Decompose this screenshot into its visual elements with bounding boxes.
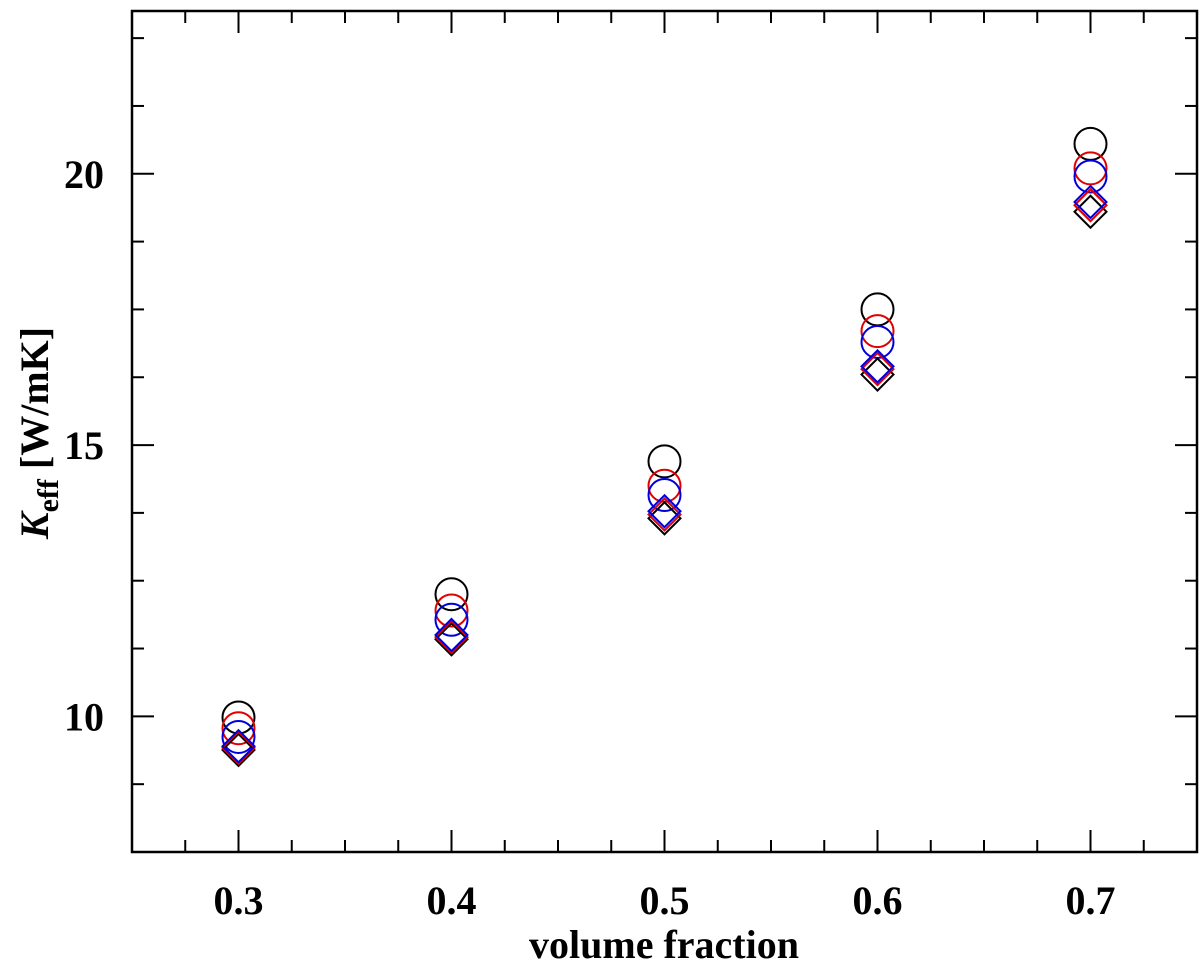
diamond-point: [434, 621, 469, 657]
circle-point: [434, 577, 469, 612]
y-axis-unit: [W/mK]: [12, 327, 57, 479]
y-axis-subscript: eff: [32, 478, 65, 512]
circle-point: [860, 314, 895, 349]
x-tick-label: 0.7: [1066, 878, 1116, 923]
diamond-point: [647, 500, 682, 536]
diamond-point: [860, 357, 895, 392]
y-axis-symbol: K: [12, 510, 57, 540]
x-tick-label: 0.5: [640, 878, 690, 923]
axis-ticks: [131, 11, 1198, 852]
diamond-point: [860, 348, 895, 384]
circle-point: [221, 711, 256, 746]
circle-point: [221, 719, 256, 754]
data-points: [221, 126, 1108, 768]
diamond-point: [434, 617, 469, 653]
circle-point: [647, 444, 682, 479]
y-tick-label: 10: [64, 694, 104, 739]
circle-point: [434, 593, 469, 628]
circle-point: [1073, 126, 1108, 161]
diamond-point: [221, 728, 256, 764]
y-tick-labels: 10 15 20: [64, 152, 104, 740]
circle-point: [647, 477, 682, 512]
diamond-point: [221, 730, 256, 766]
x-tick-label: 0.6: [853, 878, 903, 923]
circle-point: [1073, 159, 1108, 194]
circle-point: [434, 602, 469, 637]
x-tick-label: 0.3: [214, 878, 264, 923]
circle-point: [647, 468, 682, 503]
diamond-point: [860, 351, 895, 387]
x-tick-label: 0.4: [427, 878, 477, 923]
y-tick-label: 20: [64, 152, 104, 197]
diamond-point: [647, 493, 682, 529]
x-tick-labels: 0.3 0.4 0.5 0.6 0.7: [214, 878, 1116, 923]
plot-frame: [130, 9, 1199, 854]
diamond-point: [647, 497, 682, 532]
y-tick-label: 15: [64, 423, 104, 468]
diamond-point: [1073, 184, 1108, 220]
circle-point: [1073, 151, 1108, 186]
x-axis-title: volume fraction: [529, 922, 799, 966]
diamond-point: [221, 732, 256, 768]
y-axis-title: Keff [W/mK]: [12, 327, 65, 540]
diamond-point: [434, 619, 469, 655]
diamond-point: [1073, 187, 1108, 223]
